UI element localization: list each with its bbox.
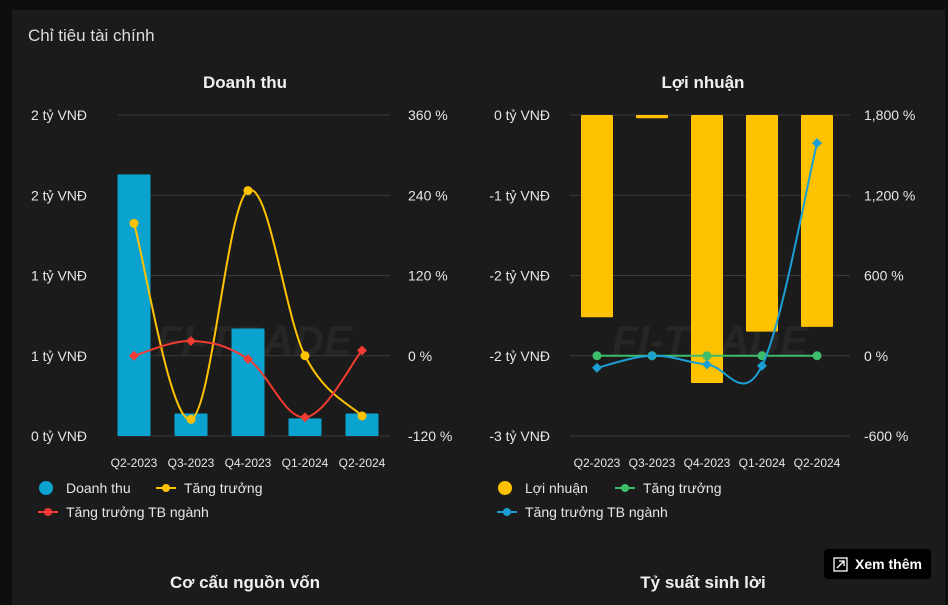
data-point <box>243 354 253 365</box>
data-point <box>702 359 712 370</box>
data-point <box>129 218 139 228</box>
right-axis-tick-label: -600 % <box>864 428 908 444</box>
right-axis-tick-label: 240 % <box>408 187 448 203</box>
legend-item[interactable]: Tăng trưởng TB ngành <box>497 504 668 520</box>
right-axis-tick-label: -120 % <box>408 428 452 444</box>
data-point <box>357 411 367 421</box>
legend-label: Tăng trưởng <box>184 480 263 496</box>
left-axis-tick-label: 0 tỷ VNĐ <box>494 107 550 123</box>
x-axis-tick-label: Q4-2023 <box>684 456 731 470</box>
legend-item[interactable]: Doanh thu <box>38 480 131 496</box>
bar <box>174 413 208 436</box>
financial-indicators-panel <box>12 10 945 605</box>
legend-item[interactable]: Tăng trưởng TB ngành <box>38 504 209 520</box>
x-axis-tick-label: Q3-2023 <box>629 456 676 470</box>
x-axis-tick-label: Q2-2023 <box>574 456 621 470</box>
legend-item[interactable]: Lợi nhuận <box>497 480 588 496</box>
data-point <box>757 360 767 371</box>
left-axis-tick-label: 0 tỷ VNĐ <box>31 428 87 444</box>
x-axis-tick-label: Q1-2024 <box>739 456 786 470</box>
data-point <box>300 351 310 361</box>
expand-icon <box>833 556 848 572</box>
legend-swatch <box>615 484 635 492</box>
left-axis-tick-label: 2 tỷ VNĐ <box>31 107 87 123</box>
legend-swatch <box>498 481 512 495</box>
data-point <box>647 350 657 361</box>
data-point <box>186 414 196 424</box>
data-point <box>592 351 602 361</box>
bar <box>691 115 723 384</box>
series-line <box>133 340 363 419</box>
bar <box>746 115 778 332</box>
legend-swatch <box>38 508 58 516</box>
x-axis-tick-label: Q3-2023 <box>168 456 215 470</box>
left-axis-tick-label: -1 tỷ VNĐ <box>489 187 550 203</box>
legend-swatch <box>156 484 176 492</box>
legend-swatch <box>497 508 517 516</box>
chart-title-revenue: Doanh thu <box>202 73 288 92</box>
bar <box>636 115 668 119</box>
legend-label: Tăng trưởng TB ngành <box>525 504 668 520</box>
right-axis-tick-label: 0 % <box>864 348 888 364</box>
legend-label: Doanh thu <box>66 480 131 496</box>
left-axis-tick-label: -3 tỷ VNĐ <box>489 428 550 444</box>
see-more-button[interactable]: Xem thêm <box>824 549 931 579</box>
data-point <box>300 412 310 423</box>
legend-label: Tăng trưởng <box>643 480 722 496</box>
x-axis-tick-label: Q1-2024 <box>282 456 329 470</box>
left-axis-tick-label: 1 tỷ VNĐ <box>31 348 87 364</box>
legend-item[interactable]: Tăng trưởng <box>615 480 721 496</box>
data-point <box>129 350 139 361</box>
legend-item[interactable]: Tăng trưởng <box>156 480 262 496</box>
x-axis-tick-label: Q4-2023 <box>225 456 272 470</box>
data-point <box>357 345 367 356</box>
right-axis-tick-label: 120 % <box>408 268 448 284</box>
left-axis-tick-label: -2 tỷ VNĐ <box>489 268 550 284</box>
legend-swatch <box>39 481 53 495</box>
profitability-title: Tỷ suất sinh lời <box>640 573 766 592</box>
legend-label: Tăng trưởng TB ngành <box>66 504 209 520</box>
data-point <box>702 351 712 361</box>
page-title: Chỉ tiêu tài chính <box>28 26 155 45</box>
x-axis-tick-label: Q2-2023 <box>111 456 158 470</box>
right-axis-tick-label: 0 % <box>408 348 432 364</box>
right-axis-tick-label: 600 % <box>864 268 904 284</box>
capital-structure-title: Cơ cấu nguồn vốn <box>170 573 320 592</box>
x-axis-tick-label: Q2-2024 <box>339 456 386 470</box>
bar <box>345 413 379 436</box>
data-point <box>812 351 822 361</box>
legend-label: Lợi nhuận <box>525 480 588 496</box>
data-point <box>243 186 253 196</box>
right-axis-tick-label: 360 % <box>408 107 448 123</box>
bar <box>288 418 322 436</box>
data-point <box>592 362 602 373</box>
chart-title-profit: Lợi nhuận <box>661 73 745 92</box>
bar <box>581 115 613 318</box>
right-axis-tick-label: 1,800 % <box>864 107 915 123</box>
bar <box>801 115 833 327</box>
data-point <box>186 336 196 346</box>
data-point <box>757 351 767 361</box>
bar <box>231 328 265 436</box>
left-axis-tick-label: 2 tỷ VNĐ <box>31 187 87 203</box>
bar <box>117 174 151 436</box>
left-axis-tick-label: -2 tỷ VNĐ <box>489 348 550 364</box>
x-axis-tick-label: Q2-2024 <box>794 456 841 470</box>
left-axis-tick-label: 1 tỷ VNĐ <box>31 268 87 284</box>
right-axis-tick-label: 1,200 % <box>864 187 915 203</box>
see-more-label: Xem thêm <box>855 556 922 572</box>
data-point <box>812 138 822 149</box>
